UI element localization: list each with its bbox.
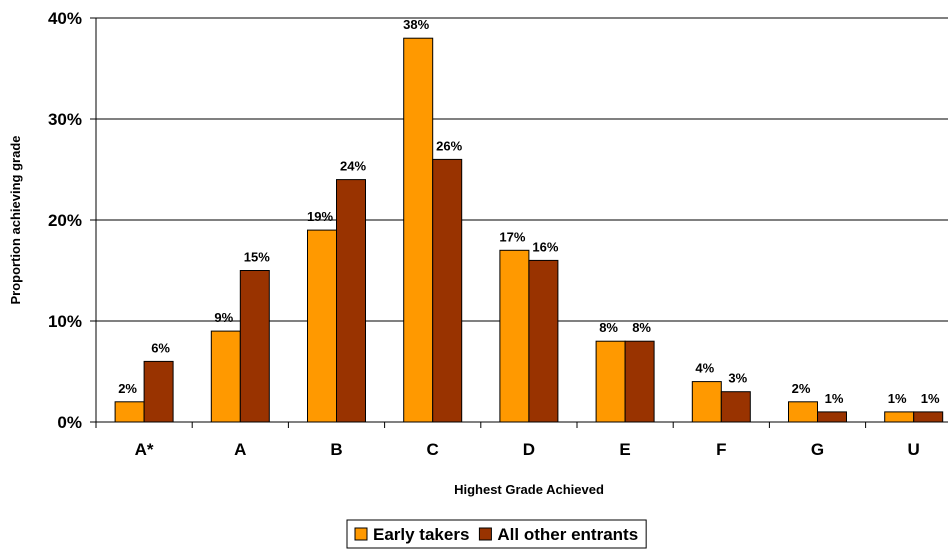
axes: 0% 10% 20% 30% 40% A* A B C D E F G U bbox=[48, 9, 948, 459]
data-label: 1% bbox=[825, 391, 844, 406]
data-labels: 2% 6% 9% 15% 19% 24% 38% 26% 17% 16% 8% 8% 4% 3% 2% 1% 1… bbox=[118, 17, 940, 406]
data-label: 26% bbox=[436, 138, 462, 153]
legend-swatch bbox=[478, 527, 492, 541]
bar bbox=[720, 391, 751, 423]
bar bbox=[884, 411, 915, 423]
bar bbox=[691, 381, 722, 423]
data-label: 17% bbox=[499, 229, 525, 244]
data-label: 4% bbox=[695, 361, 714, 376]
y-tick-label: 10% bbox=[48, 312, 82, 331]
legend-label: All other entrants bbox=[497, 525, 638, 544]
bar bbox=[210, 330, 241, 423]
y-axis-title: Proportion achieving grade bbox=[8, 135, 23, 304]
data-label: 1% bbox=[921, 391, 940, 406]
data-label: 1% bbox=[888, 391, 907, 406]
legend: Early takers All other entrants bbox=[346, 519, 647, 549]
bar bbox=[499, 249, 530, 423]
legend-box bbox=[346, 519, 647, 549]
data-label: 38% bbox=[403, 17, 429, 32]
bar bbox=[114, 401, 145, 423]
legend-label: Early takers bbox=[373, 525, 469, 544]
bar bbox=[239, 270, 270, 423]
data-label: 3% bbox=[728, 371, 747, 386]
bar bbox=[403, 37, 434, 423]
y-tick-label: 0% bbox=[57, 413, 82, 432]
bars bbox=[114, 37, 944, 423]
data-label: 19% bbox=[307, 209, 333, 224]
x-tick-label: G bbox=[811, 440, 824, 459]
x-tick-label: D bbox=[523, 440, 535, 459]
data-label: 9% bbox=[214, 310, 233, 325]
y-tick-label: 30% bbox=[48, 110, 82, 129]
x-tick-label: F bbox=[716, 440, 726, 459]
x-tick-label: C bbox=[427, 440, 439, 459]
x-tick-label: B bbox=[330, 440, 342, 459]
x-tick-label: E bbox=[619, 440, 630, 459]
bar bbox=[307, 229, 337, 423]
data-label: 16% bbox=[532, 239, 558, 254]
bar bbox=[595, 340, 626, 423]
data-label: 24% bbox=[340, 159, 366, 174]
y-tick-label: 40% bbox=[48, 9, 82, 28]
bar bbox=[913, 411, 944, 423]
x-tick-label: U bbox=[908, 440, 920, 459]
bar bbox=[624, 340, 655, 423]
x-tick-label: A* bbox=[135, 440, 154, 459]
bar bbox=[432, 158, 463, 423]
bar bbox=[817, 411, 847, 423]
y-tick-label: 20% bbox=[48, 211, 82, 230]
bar bbox=[528, 259, 559, 423]
data-label: 6% bbox=[151, 340, 170, 355]
data-label: 2% bbox=[118, 381, 137, 396]
bar bbox=[336, 179, 366, 423]
data-label: 8% bbox=[599, 320, 618, 335]
legend-swatch bbox=[354, 527, 368, 541]
data-label: 8% bbox=[632, 320, 651, 335]
bar bbox=[788, 401, 818, 423]
data-label: 15% bbox=[244, 250, 270, 265]
x-tick-label: A bbox=[234, 440, 246, 459]
data-label: 2% bbox=[792, 381, 811, 396]
bar bbox=[143, 360, 174, 423]
x-axis-title: Highest Grade Achieved bbox=[454, 482, 604, 497]
